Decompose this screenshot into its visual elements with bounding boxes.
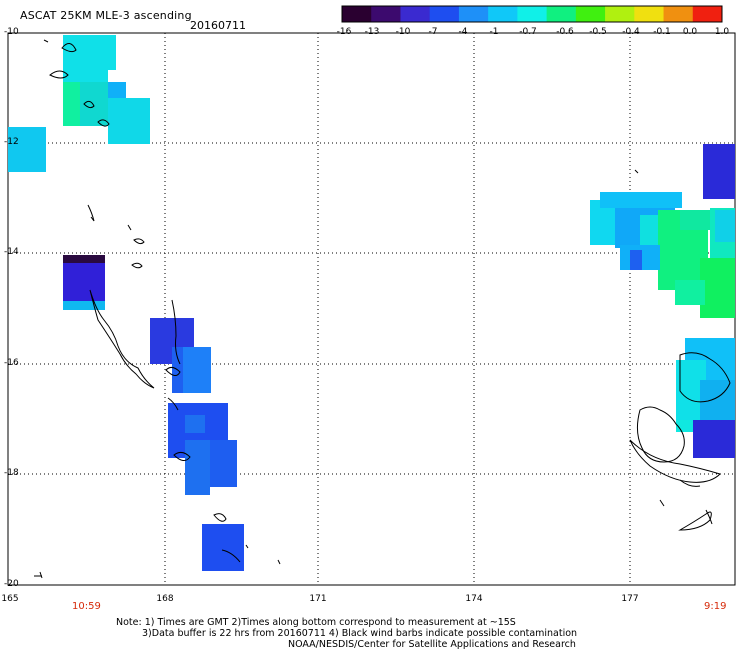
colorbar-swatch: [458, 6, 489, 22]
lat-label: -14: [4, 247, 19, 257]
note-line-3: NOAA/NESDIS/Center for Satellite Applica…: [288, 639, 576, 650]
product-date: 20160711: [190, 19, 246, 32]
colorbar-label: -0.1: [653, 27, 671, 37]
colorbar-swatch: [692, 6, 723, 22]
colorbar-label: -0.4: [622, 27, 640, 37]
colorbar-label: 0.0: [682, 27, 698, 37]
colorbar-swatch: [400, 6, 431, 22]
coastlines: [34, 39, 731, 579]
lat-label: -18: [4, 468, 19, 478]
lon-label: 165: [1, 594, 19, 604]
colorbar-labels: -16 -13 -10 -7 -4 -1 -0.7 -0.6 -0.5 -0.4…: [0, 27, 740, 39]
colorbar-label: -0.5: [589, 27, 607, 37]
time-label-right: 9:19: [704, 601, 727, 612]
colorbar-swatch: [371, 6, 401, 22]
colorbar-swatch: [429, 6, 460, 22]
note-line-2: 3)Data buffer is 22 hrs from 20160711 4)…: [142, 628, 578, 639]
lat-lon-grid: [8, 32, 735, 585]
colorbar: [341, 5, 723, 23]
colorbar-swatch: [488, 6, 518, 22]
colorbar-label: -13: [364, 27, 380, 37]
colorbar-label: -10: [395, 27, 411, 37]
colorbar-frame: [341, 5, 723, 23]
lat-label: -12: [4, 137, 19, 147]
colorbar-swatch: [663, 6, 694, 22]
colorbar-swatch: [575, 6, 606, 22]
colorbar-label: -0.7: [519, 27, 537, 37]
lat-label: -10: [4, 27, 19, 37]
lat-label: -16: [4, 358, 19, 368]
colorbar-label: -16: [336, 27, 352, 37]
colorbar-label: -0.6: [556, 27, 574, 37]
product-title: ASCAT 25KM MLE-3 ascending: [20, 9, 192, 22]
lon-label: 177: [621, 594, 639, 604]
colorbar-swatch: [634, 6, 665, 22]
colorbar-swatch: [546, 6, 577, 22]
colorbar-swatch: [517, 6, 548, 22]
lon-label: 174: [465, 594, 483, 604]
note-line-1: Note: 1) Times are GMT 2)Times along bot…: [116, 617, 516, 628]
colorbar-label: -4: [458, 27, 468, 37]
colorbar-swatch: [342, 6, 372, 22]
time-label-left: 10:59: [72, 601, 101, 612]
swath-east: [590, 144, 735, 458]
colorbar-label: -7: [428, 27, 438, 37]
swath-west: [8, 35, 244, 571]
colorbar-label: 1.0: [714, 27, 730, 37]
lon-label: 171: [309, 594, 327, 604]
colorbar-label: -1: [489, 27, 499, 37]
lon-label: 168: [156, 594, 174, 604]
colorbar-swatch: [605, 6, 635, 22]
lat-label: -20: [4, 579, 19, 589]
